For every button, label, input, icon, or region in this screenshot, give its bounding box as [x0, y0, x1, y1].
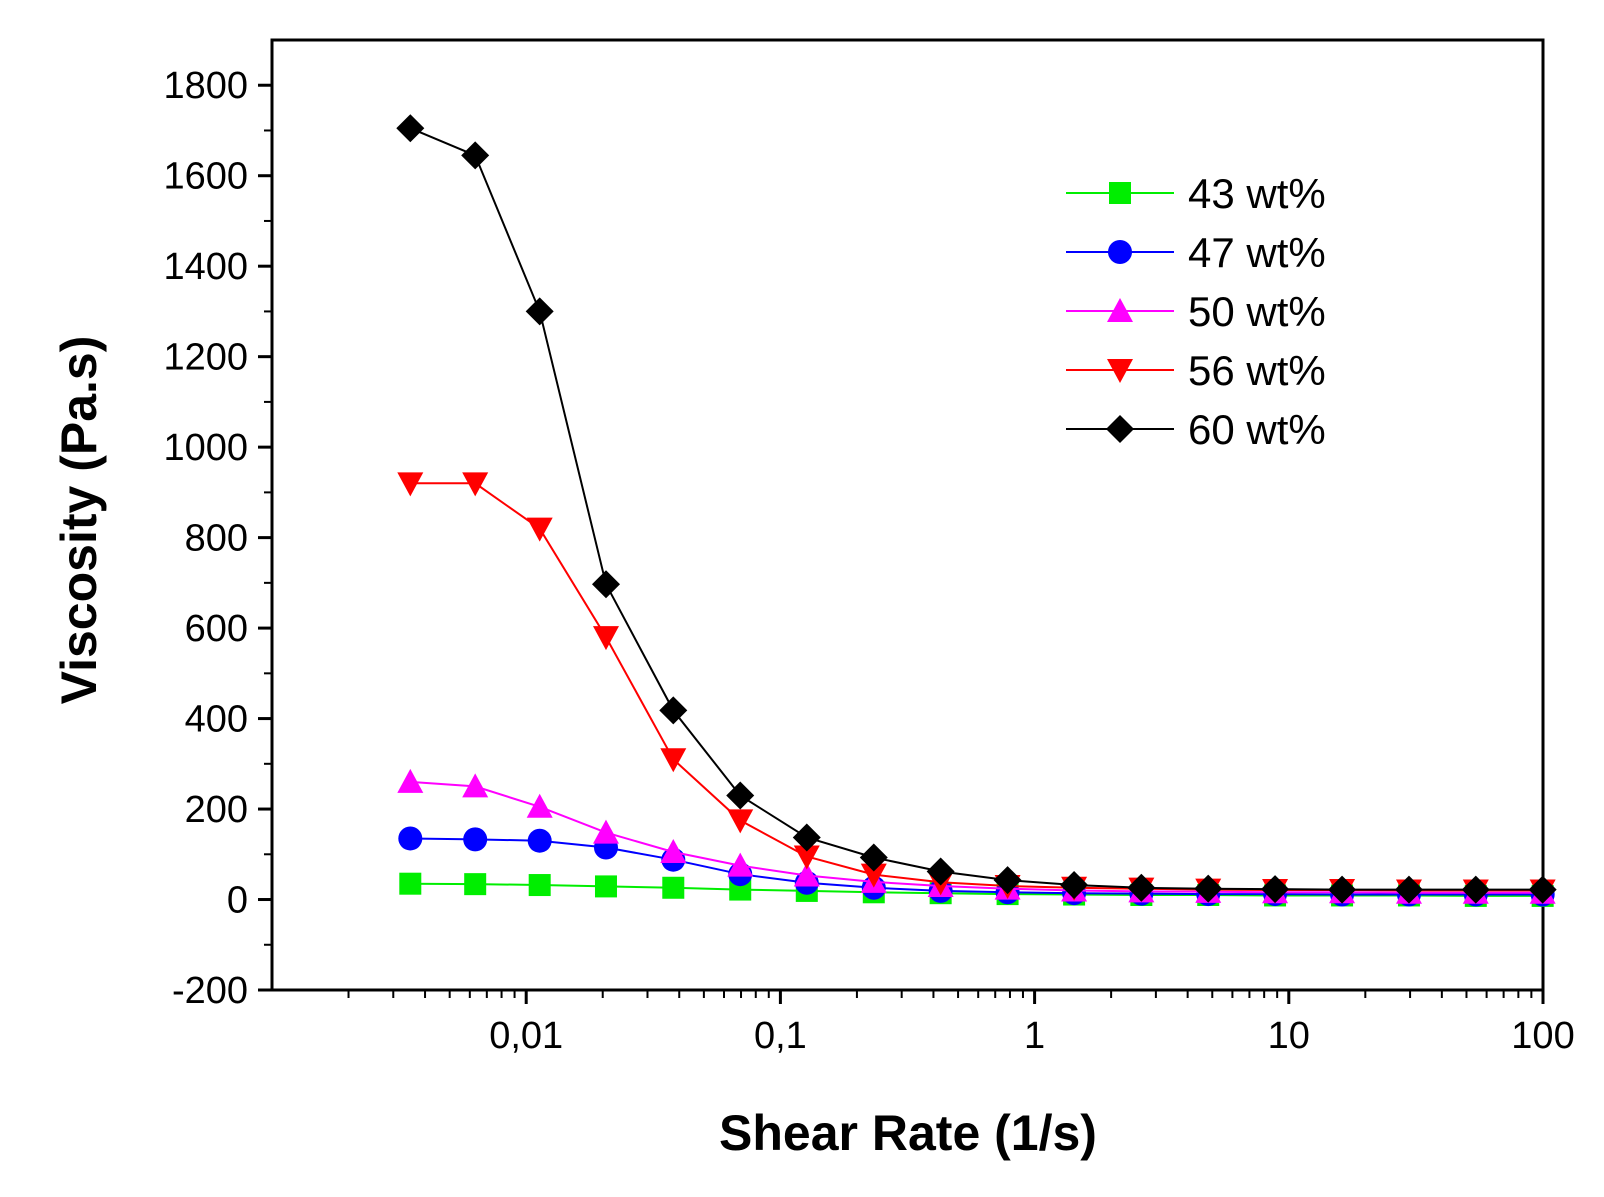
- plot-area: [270, 38, 1545, 992]
- data-point: [792, 823, 821, 852]
- data-point: [462, 472, 489, 497]
- data-point: [398, 826, 423, 851]
- data-point: [397, 472, 424, 497]
- y-tick-label: 200: [185, 789, 248, 831]
- legend-item: 60 wt%: [1066, 406, 1326, 453]
- legend-label: 43 wt%: [1188, 170, 1326, 217]
- legend-marker: [1109, 182, 1131, 204]
- data-point: [726, 781, 755, 810]
- legend-label: 50 wt%: [1188, 288, 1326, 335]
- data-point: [793, 845, 820, 870]
- data-point: [1261, 875, 1290, 904]
- x-tick-label: 10: [1268, 1015, 1310, 1057]
- data-point: [526, 793, 553, 818]
- y-tick-label: 800: [185, 518, 248, 560]
- data-point: [594, 875, 617, 898]
- data-point: [462, 773, 489, 798]
- plot-frame: [270, 38, 1545, 992]
- y-tick-label: -200: [172, 970, 248, 1012]
- x-tick-label: 0,01: [489, 1015, 563, 1057]
- data-point: [464, 873, 487, 896]
- data-point: [592, 626, 619, 651]
- y-axis-title: Viscosity (Pa.s): [51, 336, 107, 705]
- legend-item: 56 wt%: [1066, 347, 1326, 394]
- y-tick-label: 1600: [163, 156, 248, 198]
- data-point: [527, 828, 552, 853]
- series-line: [409, 127, 1543, 891]
- series-56wt: [397, 472, 1556, 904]
- y-tick-label: 400: [185, 699, 248, 741]
- y-tick-label: 1000: [163, 427, 248, 469]
- y-tick-label: 1400: [163, 246, 248, 288]
- legend-item: 47 wt%: [1066, 229, 1326, 276]
- data-point: [793, 862, 820, 887]
- x-axis-title: Shear Rate (1/s): [719, 1105, 1097, 1161]
- data-point: [1394, 875, 1423, 904]
- data-point: [461, 141, 490, 170]
- data-point: [526, 517, 553, 542]
- legend-marker: [1107, 359, 1133, 383]
- data-point: [1127, 873, 1156, 902]
- data-point: [528, 874, 551, 897]
- legend-label: 60 wt%: [1188, 406, 1326, 453]
- data-point: [1528, 875, 1557, 904]
- legend-label: 47 wt%: [1188, 229, 1326, 276]
- data-point: [727, 809, 754, 834]
- x-tick-label: 0,1: [754, 1015, 807, 1057]
- data-point: [660, 748, 687, 773]
- data-point: [859, 843, 888, 872]
- legend-item: 43 wt%: [1066, 170, 1326, 217]
- data-point: [1060, 871, 1089, 900]
- data-point: [860, 863, 887, 888]
- data-point: [591, 570, 620, 599]
- legend-marker: [1107, 298, 1133, 322]
- data-point: [662, 876, 685, 899]
- y-axis: -200 0 200 400 600 800 1000 1200 1400 1600 1800: [163, 65, 272, 1012]
- legend-item: 50 wt%: [1066, 288, 1326, 335]
- legend-marker: [1106, 415, 1134, 443]
- data-point: [1328, 875, 1357, 904]
- data-point: [397, 768, 424, 793]
- y-tick-label: 1200: [163, 337, 248, 379]
- data-point: [660, 839, 687, 864]
- x-tick-label: 1: [1024, 1015, 1045, 1057]
- data-point: [396, 114, 425, 143]
- data-point: [727, 852, 754, 877]
- x-tick-label: 100: [1511, 1015, 1574, 1057]
- data-point: [1194, 874, 1223, 903]
- data-point: [399, 872, 422, 895]
- y-tick-label: 600: [185, 608, 248, 650]
- series-layer: [396, 114, 1557, 907]
- data-point: [993, 866, 1022, 895]
- legend-marker: [1108, 240, 1132, 264]
- data-point: [1461, 875, 1490, 904]
- data-point: [525, 297, 554, 326]
- y-tick-label: 1800: [163, 65, 248, 107]
- y-tick-label: 0: [227, 880, 248, 922]
- data-point: [592, 819, 619, 844]
- series-line: [410, 482, 1543, 892]
- series-60wt: [396, 114, 1557, 904]
- x-axis: 0,01 0,1 1 10 100: [347, 990, 1575, 1057]
- data-point: [659, 696, 688, 725]
- data-point: [926, 857, 955, 886]
- legend: 43 wt% 47 wt% 50 wt% 56 wt% 60 wt%: [1066, 170, 1326, 453]
- data-point: [463, 827, 488, 852]
- legend-label: 56 wt%: [1188, 347, 1326, 394]
